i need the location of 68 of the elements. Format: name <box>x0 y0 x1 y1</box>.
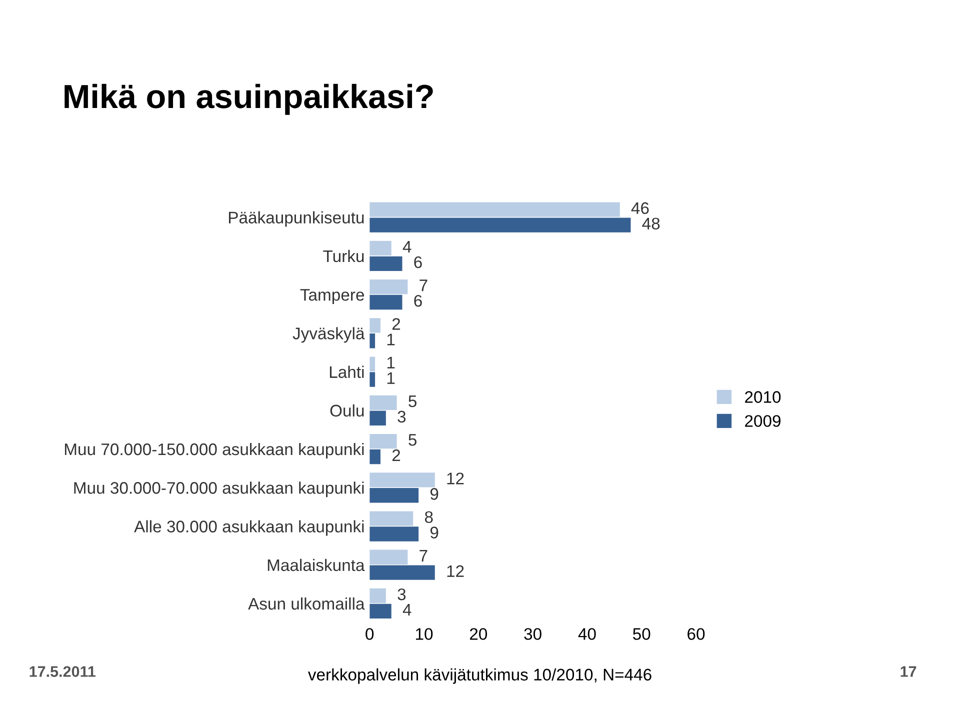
x-tick-label: 0 <box>366 628 374 640</box>
data-label: 4 <box>402 604 412 616</box>
data-label: 12 <box>447 472 464 484</box>
data-label: 46 <box>631 202 649 214</box>
x-tick-label: 40 <box>578 628 596 640</box>
data-label: 3 <box>398 588 406 600</box>
y-tick-label: Jyväskylä <box>292 327 365 343</box>
legend-label: 2010 <box>745 391 781 403</box>
bar <box>370 410 386 426</box>
bar <box>370 604 392 619</box>
y-tick-label: Alle 30.000 asukkaan kaupunki <box>134 520 364 536</box>
bar <box>370 434 397 449</box>
x-tick-label: 50 <box>633 628 650 640</box>
text: verkkopalvelun kävijätutkimus 10/2010, N=446 <box>308 668 652 684</box>
bar <box>370 488 419 503</box>
bar <box>370 449 380 464</box>
data-label: 1 <box>387 356 395 368</box>
y-tick-label: Oulu <box>330 404 364 417</box>
y-tick-label: Muu 30.000-70.000 asukkaan kaupunki <box>74 482 364 498</box>
x-tick-label: 30 <box>524 628 542 640</box>
y-tick-label: Muu 70.000-150.000 asukkaan kaupunki <box>64 442 364 459</box>
data-label: 8 <box>424 511 433 524</box>
legend-label: 2009 <box>745 415 780 427</box>
data-label: 2 <box>392 449 400 462</box>
bar <box>370 240 392 256</box>
data-label: 6 <box>414 256 422 268</box>
y-tick-label: Maalaiskunta <box>268 558 365 572</box>
bar <box>370 565 435 580</box>
bar <box>370 526 419 542</box>
text: 17.5.2011 <box>30 666 96 677</box>
bar <box>370 218 631 232</box>
data-label: 1 <box>387 372 395 384</box>
data-label: 6 <box>414 294 422 307</box>
bar <box>370 372 376 387</box>
x-tick-label: 20 <box>470 628 488 640</box>
data-label: 9 <box>430 488 438 500</box>
data-label: 5 <box>408 396 416 408</box>
bar <box>370 356 376 372</box>
data-label: 4 <box>402 241 412 253</box>
data-label: 7 <box>420 280 428 292</box>
data-label: 48 <box>642 218 660 230</box>
data-label: 2 <box>392 318 400 330</box>
y-tick-label: Tampere <box>300 289 364 304</box>
bar <box>370 511 414 526</box>
bar <box>370 202 620 217</box>
x-tick-label: 60 <box>688 628 705 640</box>
data-label: 12 <box>447 565 464 577</box>
data-label: 3 <box>398 410 406 423</box>
data-label: 5 <box>408 434 416 446</box>
bar <box>370 550 408 564</box>
y-tick-label: Pääkaupunkiseutu <box>228 211 364 227</box>
bar <box>370 472 435 488</box>
chart-title: Mikä on asuinpaikkasi? <box>64 84 433 115</box>
bar <box>370 318 380 333</box>
x-tick-label: 10 <box>416 628 433 640</box>
bar <box>370 256 402 271</box>
bar <box>370 395 397 410</box>
bar <box>370 294 402 310</box>
bar <box>370 279 408 294</box>
bar <box>370 588 386 604</box>
data-label: 1 <box>387 334 395 346</box>
data-label: 7 <box>420 550 428 562</box>
bar <box>370 334 376 348</box>
y-tick-label: Lahti <box>330 366 364 378</box>
text: 17 <box>900 666 916 677</box>
y-tick-label: Asun ulkomailla <box>248 597 365 610</box>
y-tick-label: Turku <box>323 250 364 262</box>
data-label: 9 <box>430 526 438 538</box>
